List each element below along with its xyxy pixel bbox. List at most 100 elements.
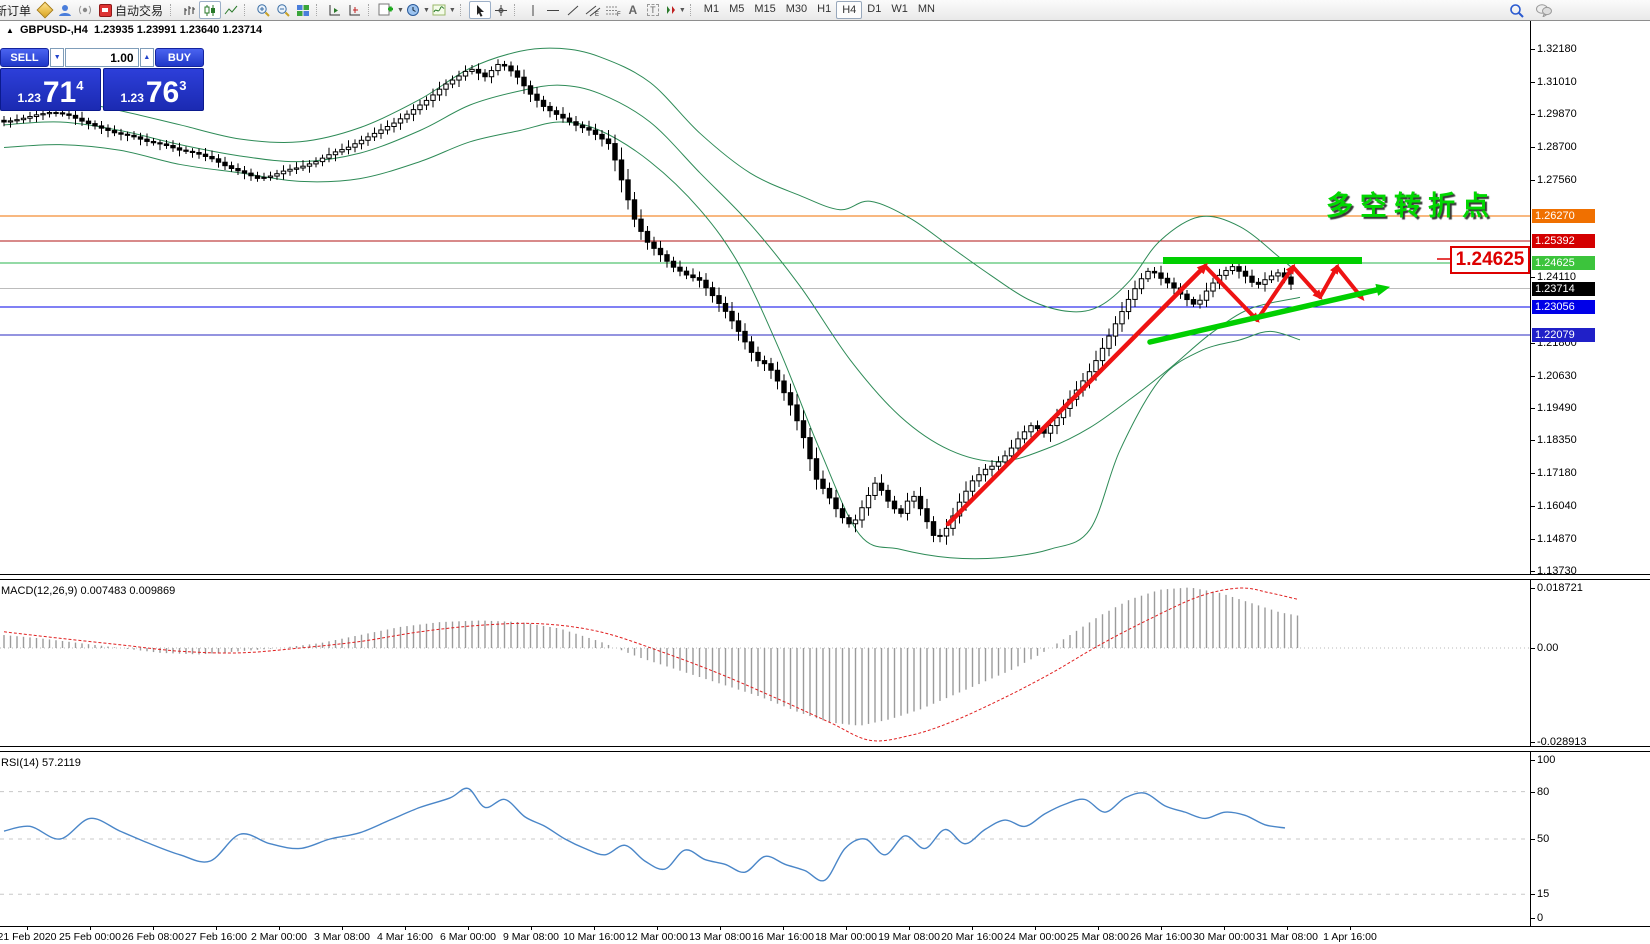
toolbar-separator bbox=[459, 4, 466, 16]
time-axis-label: 26 Feb 08:00 bbox=[122, 931, 184, 943]
time-tick bbox=[1161, 927, 1162, 930]
timeframe-button-H4[interactable]: H4 bbox=[836, 1, 863, 19]
ask-prefix: 1.23 bbox=[120, 91, 144, 105]
chart-shift-icon[interactable] bbox=[345, 1, 365, 19]
autotrade-button[interactable]: 自动交易 bbox=[95, 1, 167, 19]
time-tick bbox=[1287, 927, 1288, 930]
tile-windows-icon[interactable] bbox=[293, 1, 313, 19]
time-tick bbox=[153, 927, 154, 930]
volume-input[interactable]: 1.00 bbox=[65, 48, 139, 67]
cursor-icon[interactable] bbox=[468, 1, 491, 19]
level-price-label: 1.25392 bbox=[1532, 234, 1595, 249]
zoom-in-icon[interactable] bbox=[253, 1, 273, 19]
bid-quote-button[interactable]: 1.23 71 4 bbox=[0, 68, 101, 111]
time-tick bbox=[657, 927, 658, 930]
candlestick-icon[interactable] bbox=[199, 1, 222, 19]
macd-histogram bbox=[3, 587, 1299, 726]
toolbar-separator bbox=[689, 4, 696, 16]
price-tick-label: 1.19490 bbox=[1537, 402, 1577, 415]
layers-icon[interactable] bbox=[35, 1, 55, 19]
price-tick bbox=[1530, 408, 1535, 410]
time-axis-label: 6 Mar 00:00 bbox=[439, 931, 497, 943]
ask-quote-button[interactable]: 1.23 76 3 bbox=[103, 68, 204, 111]
auto-scroll-icon[interactable] bbox=[325, 1, 345, 19]
profile-icon[interactable] bbox=[55, 1, 75, 19]
buy-button[interactable]: BUY bbox=[155, 48, 205, 67]
macd-scale-label: 0.00 bbox=[1537, 642, 1559, 654]
time-tick bbox=[1224, 927, 1225, 930]
svg-text:F: F bbox=[617, 12, 621, 17]
rsi-tick bbox=[1530, 791, 1535, 793]
bollinger-bands-layer bbox=[3, 47, 1301, 560]
rsi-tick bbox=[1530, 918, 1535, 919]
toolbar: 新订单 自动交易 ▼ bbox=[0, 0, 1650, 21]
chat-icon[interactable] bbox=[1534, 1, 1554, 19]
macd-label: MACD(12,26,9) 0.007483 0.009869 bbox=[1, 585, 176, 597]
level-price-box[interactable]: 1.24625 bbox=[1450, 246, 1530, 274]
resistance-bar bbox=[1163, 257, 1362, 264]
bid-prefix: 1.23 bbox=[17, 91, 41, 105]
volume-increase-button[interactable]: ▲ bbox=[139, 48, 155, 67]
time-axis[interactable]: 21 Feb 2020 25 Feb 00:00 26 Feb 08:00 27 Fe… bbox=[0, 927, 1650, 944]
rsi-indicator-panel[interactable] bbox=[0, 750, 1530, 926]
level-price-label: 1.22079 bbox=[1532, 327, 1595, 342]
channel-icon[interactable]: E bbox=[583, 1, 603, 19]
timeframe-button-M15[interactable]: M15 bbox=[754, 3, 776, 15]
toolbar-separator bbox=[170, 4, 176, 16]
new-order-button[interactable]: 新订单 bbox=[0, 3, 32, 18]
time-tick bbox=[1350, 927, 1351, 930]
timeframe-button-D1[interactable]: D1 bbox=[867, 3, 882, 15]
drawing-annotations-layer[interactable] bbox=[945, 257, 1530, 527]
ask-pip-digit: 3 bbox=[179, 78, 187, 93]
timeframe-button-M30[interactable]: M30 bbox=[785, 3, 808, 15]
price-tick bbox=[1530, 82, 1535, 84]
timeframe-button-MN[interactable]: MN bbox=[917, 3, 935, 15]
time-tick bbox=[846, 927, 847, 930]
sell-button[interactable]: SELL bbox=[0, 48, 49, 67]
fibonacci-icon[interactable]: F bbox=[603, 1, 623, 19]
macd-tick bbox=[1530, 742, 1535, 743]
text-label-icon[interactable]: T bbox=[643, 1, 663, 19]
vertical-line-icon[interactable] bbox=[523, 1, 543, 19]
macd-indicator-panel[interactable] bbox=[0, 578, 1530, 746]
turning-point-annotation[interactable]: 多空转折点 bbox=[1326, 191, 1496, 221]
price-tick-label: 1.27560 bbox=[1537, 173, 1577, 186]
panel-separator[interactable] bbox=[0, 746, 1650, 752]
time-axis-label: 1 Apr 16:00 bbox=[1323, 931, 1377, 943]
time-tick bbox=[279, 927, 280, 930]
time-axis-label: 20 Mar 16:00 bbox=[941, 931, 1003, 943]
crosshair-icon[interactable] bbox=[491, 1, 511, 19]
periods-icon[interactable]: ▼ bbox=[405, 1, 431, 19]
time-tick bbox=[972, 927, 973, 930]
time-axis-label: 26 Mar 16:00 bbox=[1130, 931, 1192, 943]
zoom-out-icon[interactable] bbox=[273, 1, 293, 19]
new-chart-icon[interactable]: ▼ bbox=[377, 1, 405, 19]
signal-icon[interactable] bbox=[75, 1, 95, 19]
macd-scale-label: 0.018721 bbox=[1537, 582, 1583, 594]
time-axis-label: 10 Mar 16:00 bbox=[563, 931, 625, 943]
time-tick bbox=[531, 927, 532, 930]
timeframe-button-M1[interactable]: M1 bbox=[703, 3, 720, 15]
time-axis-label: 21 Feb 2020 bbox=[0, 931, 57, 943]
time-axis-label: 30 Mar 00:00 bbox=[1193, 931, 1255, 943]
time-axis-label: 12 Mar 00:00 bbox=[626, 931, 688, 943]
indicators-icon[interactable]: ▼ bbox=[431, 1, 457, 19]
chart-ohlc-title: ▲ GBPUSD-,H4 1.23935 1.23991 1.23640 1.2… bbox=[6, 24, 263, 36]
volume-decrease-button[interactable]: ▼ bbox=[49, 48, 65, 67]
trendline-icon[interactable] bbox=[563, 1, 583, 19]
horizontal-line-icon[interactable] bbox=[543, 1, 563, 19]
timeframe-button-W1[interactable]: W1 bbox=[891, 3, 908, 15]
main-price-chart[interactable] bbox=[0, 21, 1530, 574]
timeframe-button-H1[interactable]: H1 bbox=[817, 3, 832, 15]
timeframe-button-M5[interactable]: M5 bbox=[729, 3, 745, 15]
bid-big-digits: 71 bbox=[42, 76, 77, 109]
search-icon[interactable] bbox=[1506, 1, 1526, 19]
panel-separator[interactable] bbox=[0, 574, 1650, 580]
time-axis-label: 9 Mar 08:00 bbox=[502, 931, 560, 943]
rsi-line bbox=[3, 787, 1286, 882]
arrows-icon[interactable]: ▼ bbox=[663, 1, 687, 19]
text-icon[interactable]: A bbox=[628, 3, 638, 17]
bar-chart-icon[interactable] bbox=[179, 1, 199, 19]
time-axis-label: 4 Mar 16:00 bbox=[376, 931, 434, 943]
line-chart-icon[interactable] bbox=[221, 1, 241, 19]
